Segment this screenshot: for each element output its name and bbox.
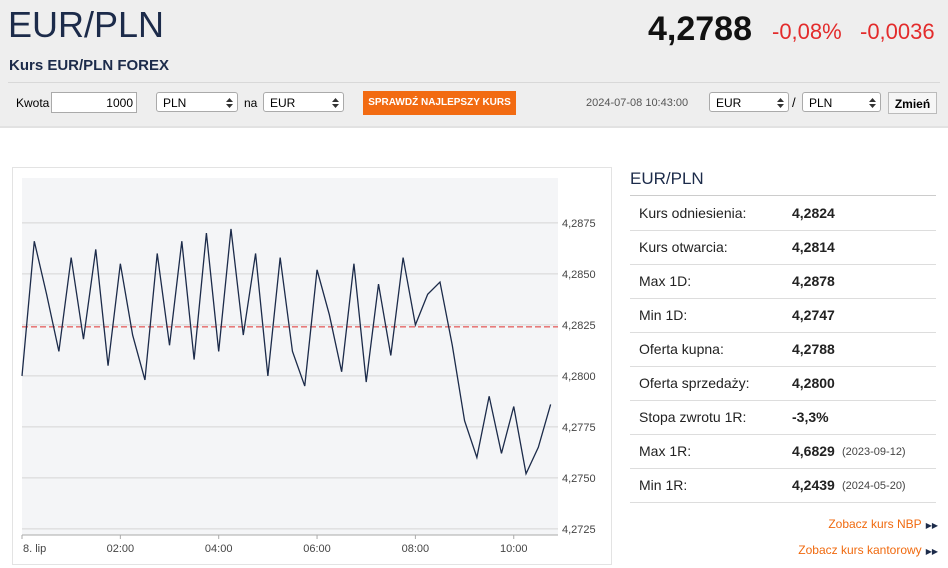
link[interactable]: Zobacz kurs NBP ▶▶: [828, 517, 938, 531]
stat-value: 4,2747: [792, 307, 835, 323]
price: 4,2788: [648, 10, 752, 48]
stat-date: (2024-05-20): [842, 480, 906, 492]
x-tick-label: 04:00: [205, 543, 233, 555]
select-arrows: [869, 98, 876, 108]
stat-label: Max 1D:: [639, 273, 692, 289]
y-tick-label: 4,2825: [562, 320, 596, 332]
stat-row: Oferta sprzedaży: 4,2800: [630, 366, 936, 401]
stat-value: 4,2814: [792, 239, 835, 255]
na-label: na: [244, 96, 258, 110]
to-value: EUR: [270, 96, 296, 110]
stat-value: 4,2824: [792, 205, 835, 221]
stat-row: Oferta kupna: 4,2788: [630, 332, 936, 367]
stat-label: Stopa zwrotu 1R:: [639, 409, 747, 425]
amount-label: Kwota: [16, 96, 50, 110]
stat-label: Max 1R:: [639, 443, 692, 459]
pair-from-value: EUR: [716, 96, 742, 110]
chart: 4,2725 4,2750 4,2775 4,2800 4,2825 4,2850 4,28…: [21, 178, 596, 555]
from-value: PLN: [163, 96, 187, 110]
panel-divider: [630, 195, 936, 196]
x-tick-label: 08:00: [402, 543, 430, 555]
chart-frame: [12, 167, 612, 565]
link-text: Zobacz kurs kantorowy: [798, 543, 922, 557]
pair-to-select[interactable]: PLN: [802, 92, 881, 112]
stat-label: Min 1R:: [639, 477, 688, 493]
best-rate-button[interactable]: SPRAWDŹ NAJLEPSZY KURS: [363, 91, 516, 115]
x-tick-label: 02:00: [107, 543, 135, 555]
page-title: EUR/PLN: [8, 4, 165, 45]
timestamp: 2024-07-08 10:43:00: [586, 97, 689, 109]
y-tick-label: 4,2750: [562, 473, 596, 485]
stat-row: Stopa zwrotu 1R: -3,3%: [630, 400, 936, 435]
stat-row: Kurs otwarcia: 4,2814: [630, 230, 936, 265]
amount-input[interactable]: 1000: [51, 92, 137, 113]
stat-label: Oferta sprzedaży:: [639, 375, 750, 391]
link-arrow-icon: ▶▶: [925, 547, 938, 556]
change-abs: -0,0036: [860, 19, 935, 44]
stat-label: Min 1D:: [639, 307, 688, 323]
y-tick-label: 4,2725: [562, 524, 596, 536]
y-tick-label: 4,2875: [562, 218, 596, 230]
link-text: Zobacz kurs NBP: [828, 517, 922, 531]
stat-row: Max 1D: 4,2878: [630, 264, 936, 299]
divider: [8, 82, 940, 83]
stat-value: -3,3%: [792, 409, 829, 425]
select-arrows: [777, 98, 784, 108]
subtitle: Kurs EUR/PLN FOREX: [9, 57, 170, 74]
stat-value: 4,6829: [792, 443, 835, 459]
stat-row: Min 1D: 4,2747: [630, 298, 936, 333]
link-arrow-icon: ▶▶: [925, 521, 938, 530]
link[interactable]: Zobacz kurs kantorowy ▶▶: [798, 543, 938, 557]
stat-value: 4,2439: [792, 477, 835, 493]
stat-row: Kurs odniesienia: 4,2824: [630, 196, 936, 231]
stat-value: 4,2800: [792, 375, 835, 391]
slash: /: [792, 95, 796, 110]
panel-title: EUR/PLN: [630, 169, 704, 188]
x-tick-label: 06:00: [303, 543, 331, 555]
select-arrows: [332, 98, 339, 108]
from-select[interactable]: PLN: [156, 92, 238, 112]
price-line: [21, 228, 552, 476]
stat-row: Max 1R: 4,6829 (2023-09-12): [630, 434, 936, 469]
y-tick-label: 4,2850: [562, 269, 596, 281]
y-tick-label: 4,2800: [562, 371, 596, 383]
pair-to-value: PLN: [809, 96, 833, 110]
stat-label: Kurs otwarcia:: [639, 239, 728, 255]
stat-label: Oferta kupna:: [639, 341, 724, 357]
stat-date: (2023-09-12): [842, 446, 906, 458]
select-arrows: [226, 98, 233, 108]
x-tick-label: 8. lip: [23, 543, 46, 555]
to-select[interactable]: EUR: [263, 92, 344, 112]
plot-area: [22, 178, 558, 535]
swap-button[interactable]: Zmień: [888, 92, 937, 114]
stat-label: Kurs odniesienia:: [639, 205, 747, 221]
stat-value: 4,2788: [792, 341, 835, 357]
y-tick-label: 4,2775: [562, 422, 596, 434]
x-tick-label: 10:00: [500, 543, 528, 555]
change-pct: -0,08%: [772, 19, 842, 44]
stat-row: Min 1R: 4,2439 (2024-05-20): [630, 468, 936, 503]
pair-from-select[interactable]: EUR: [709, 92, 789, 112]
stat-value: 4,2878: [792, 273, 835, 289]
